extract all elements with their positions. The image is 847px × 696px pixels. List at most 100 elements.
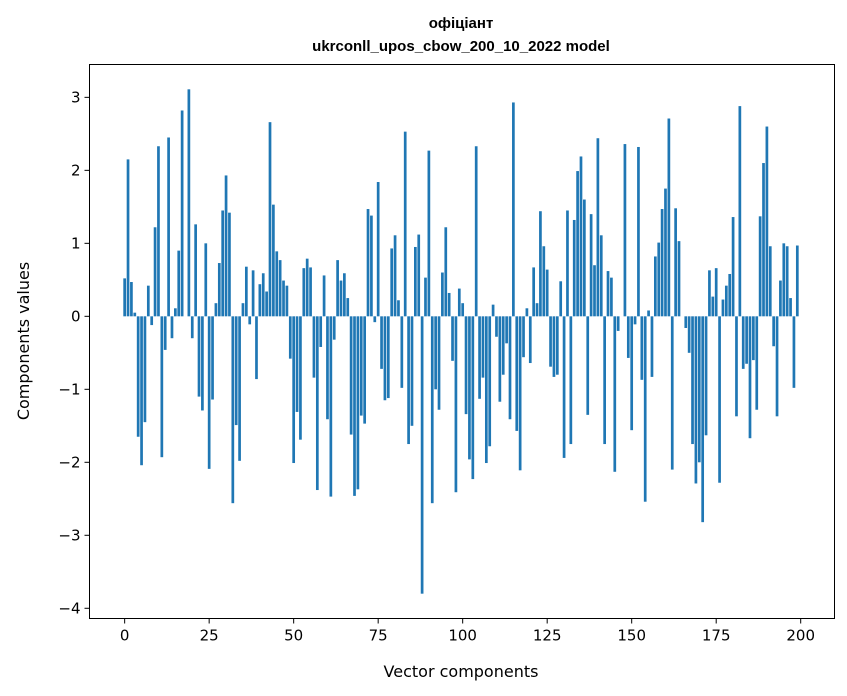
x-tick-label: 150 xyxy=(617,627,646,645)
bar xyxy=(322,275,326,317)
bar xyxy=(224,175,228,317)
bar xyxy=(708,270,711,317)
bar xyxy=(653,256,657,317)
x-tick-label: 75 xyxy=(369,627,388,645)
bar xyxy=(647,310,650,317)
bar xyxy=(434,316,437,390)
bar xyxy=(674,208,677,317)
x-tick-label: 200 xyxy=(786,627,815,645)
bar xyxy=(718,316,721,483)
y-tick-label: 1 xyxy=(71,234,81,252)
bar xyxy=(319,316,323,347)
bar xyxy=(461,303,465,317)
bar xyxy=(126,159,130,317)
bar xyxy=(444,227,448,317)
bar xyxy=(488,316,492,447)
bar xyxy=(370,215,373,317)
bar xyxy=(724,285,728,317)
bar xyxy=(437,316,441,410)
bar xyxy=(623,144,627,317)
bar xyxy=(775,316,779,417)
bar xyxy=(420,316,424,594)
bar xyxy=(657,242,661,317)
bar xyxy=(312,316,316,378)
bar xyxy=(150,316,154,326)
bar xyxy=(735,316,738,417)
plot-frame xyxy=(89,64,835,619)
bar xyxy=(616,316,620,331)
bar xyxy=(288,316,292,359)
bar xyxy=(393,235,397,317)
bar xyxy=(586,316,590,415)
bar xyxy=(329,316,333,497)
bar xyxy=(508,316,512,420)
bar xyxy=(214,303,218,317)
bar xyxy=(336,260,339,317)
bar xyxy=(430,316,434,504)
bar xyxy=(363,316,367,424)
bar xyxy=(285,285,289,317)
bar xyxy=(241,303,245,317)
bar xyxy=(779,280,782,317)
bar xyxy=(633,316,637,325)
bar xyxy=(136,316,140,437)
bar xyxy=(640,316,644,380)
bar xyxy=(305,258,309,317)
bar xyxy=(231,316,235,504)
bar xyxy=(664,188,667,317)
bar xyxy=(484,316,488,464)
bar xyxy=(758,216,762,317)
chart-subtitle: ukrconll_upos_cbow_200_10_2022 model xyxy=(312,38,610,55)
bar xyxy=(478,316,481,399)
bar xyxy=(207,316,211,469)
x-tick-label: 125 xyxy=(533,627,562,645)
bar xyxy=(133,312,137,317)
bar xyxy=(464,316,468,415)
bar xyxy=(366,209,370,317)
bar xyxy=(457,288,461,317)
bar xyxy=(684,316,688,328)
bar xyxy=(380,316,383,369)
y-tick-label: −2 xyxy=(58,453,80,471)
bar xyxy=(272,204,275,317)
bar xyxy=(299,316,302,440)
x-tick-label: 0 xyxy=(120,627,130,645)
bar xyxy=(221,210,225,317)
bar xyxy=(157,146,160,317)
bar xyxy=(346,298,350,317)
bar xyxy=(785,246,789,317)
bar xyxy=(552,316,556,377)
bar xyxy=(204,243,208,317)
bar xyxy=(613,316,617,472)
bar xyxy=(481,316,485,378)
bar xyxy=(691,316,694,445)
y-tick-label: 2 xyxy=(71,161,81,179)
y-tick-label: 0 xyxy=(71,307,81,325)
bar xyxy=(650,316,654,377)
bar xyxy=(606,271,610,317)
bar xyxy=(768,246,772,317)
bar xyxy=(491,304,495,317)
bar xyxy=(792,316,796,388)
bar xyxy=(177,250,181,317)
bar xyxy=(140,316,143,466)
bar xyxy=(569,316,573,445)
bar xyxy=(238,316,241,461)
bar xyxy=(545,269,549,317)
bar xyxy=(515,316,519,431)
bar xyxy=(190,316,194,339)
bar xyxy=(677,241,681,317)
bar xyxy=(596,138,600,317)
bar xyxy=(512,102,515,317)
bar xyxy=(130,282,133,317)
bar xyxy=(522,316,525,358)
bar xyxy=(697,316,701,463)
bar xyxy=(610,277,613,317)
bar xyxy=(738,106,742,317)
bar xyxy=(518,316,522,471)
bar xyxy=(410,316,414,426)
bar xyxy=(532,267,536,317)
bar xyxy=(593,265,596,317)
y-tick-label: 3 xyxy=(71,88,81,106)
bar xyxy=(353,316,356,496)
